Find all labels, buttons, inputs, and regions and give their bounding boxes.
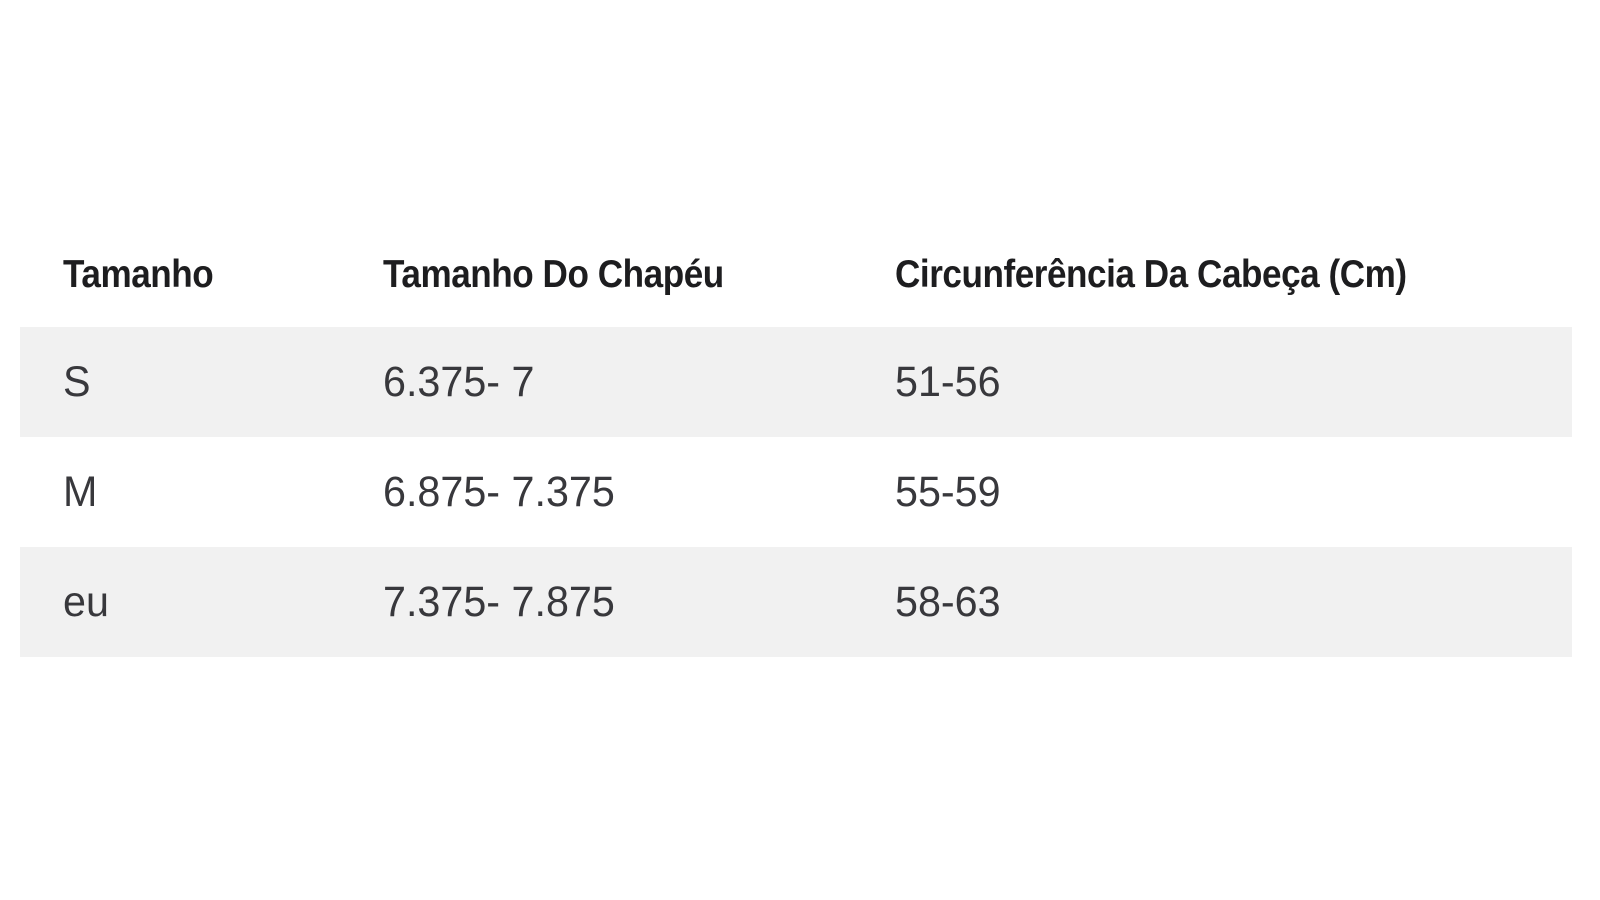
column-header-tamanho-label: Tamanho xyxy=(63,252,214,296)
cell-hat-size: 7.375- 7.875 xyxy=(340,547,852,657)
cell-size: S xyxy=(20,327,340,437)
cell-head-circumference: 55-59 xyxy=(852,437,1572,547)
cell-head-circumference-value: 51-56 xyxy=(895,357,1001,406)
table-row-size-eu: eu 7.375- 7.875 58-63 xyxy=(20,547,1572,657)
cell-size-value: M xyxy=(63,467,98,516)
cell-size: M xyxy=(20,437,340,547)
cell-size-value: S xyxy=(63,357,91,406)
cell-head-circumference: 51-56 xyxy=(852,327,1572,437)
cell-hat-size-value: 7.375- 7.875 xyxy=(383,577,615,626)
column-header-circunferencia-da-cabeca: Circunferência Da Cabeça (Cm) xyxy=(852,222,1572,327)
cell-hat-size: 6.375- 7 xyxy=(340,327,852,437)
cell-size-value: eu xyxy=(63,577,109,626)
cell-head-circumference-value: 58-63 xyxy=(895,577,1001,626)
cell-hat-size-value: 6.875- 7.375 xyxy=(383,467,615,516)
column-header-tamanho-do-chapeu-label: Tamanho Do Chapéu xyxy=(383,252,724,296)
size-chart-table: Tamanho Tamanho Do Chapéu Circunferência… xyxy=(20,222,1572,657)
table-row-size-m: M 6.875- 7.375 55-59 xyxy=(20,437,1572,547)
column-header-tamanho: Tamanho xyxy=(20,222,340,327)
cell-hat-size: 6.875- 7.375 xyxy=(340,437,852,547)
column-header-circunferencia-da-cabeca-label: Circunferência Da Cabeça (Cm) xyxy=(895,252,1407,296)
cell-head-circumference: 58-63 xyxy=(852,547,1572,657)
cell-size: eu xyxy=(20,547,340,657)
cell-head-circumference-value: 55-59 xyxy=(895,467,1001,516)
column-header-tamanho-do-chapeu: Tamanho Do Chapéu xyxy=(340,222,852,327)
size-chart-header-row: Tamanho Tamanho Do Chapéu Circunferência… xyxy=(20,222,1572,327)
cell-hat-size-value: 6.375- 7 xyxy=(383,357,535,406)
table-row-size-s: S 6.375- 7 51-56 xyxy=(20,327,1572,437)
